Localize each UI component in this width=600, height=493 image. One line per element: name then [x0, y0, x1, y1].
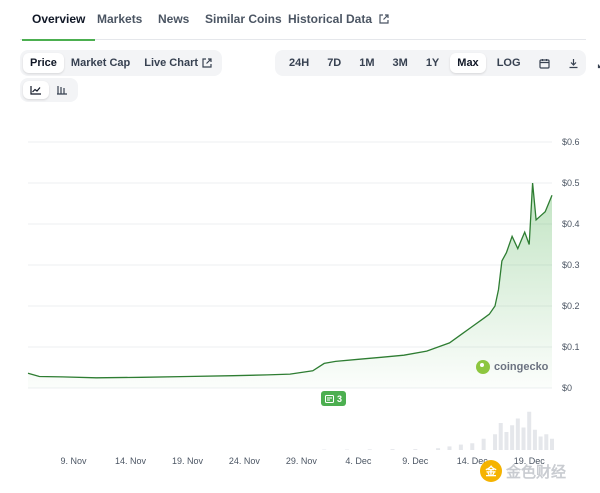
- volume-bar: [532, 429, 537, 450]
- calendar-icon: [538, 58, 550, 69]
- volume-bar: [458, 444, 463, 450]
- x-tick-label: 19. Dec: [514, 456, 546, 466]
- coingecko-logo-icon: [476, 360, 490, 374]
- gold-coin-icon: 金: [480, 460, 502, 482]
- external-link-icon: [379, 14, 389, 24]
- candlestick-icon: [57, 86, 67, 95]
- jinse-logo: 金 金色财经: [480, 460, 566, 482]
- range-7d-button[interactable]: 7D: [327, 57, 342, 69]
- volume-bar: [498, 423, 503, 450]
- live-chart-button[interactable]: Live Chart: [137, 53, 219, 73]
- range-3m-button[interactable]: 3M: [392, 57, 408, 69]
- x-tick-label: 9. Dec: [402, 456, 429, 466]
- x-tick-label: 29. Nov: [286, 456, 318, 466]
- volume-bar: [538, 436, 543, 450]
- price-button[interactable]: Price: [23, 53, 64, 73]
- range-1m-button[interactable]: 1M: [359, 57, 375, 69]
- range-toggle: 24H 7D 1M 3M 1Y Max LOG: [275, 50, 600, 76]
- x-tick-label: 19. Nov: [172, 456, 204, 466]
- tab-similar-coins[interactable]: Similar Coins: [205, 12, 282, 26]
- range-1y-button[interactable]: 1Y: [425, 57, 440, 69]
- download-icon: [569, 58, 578, 68]
- volume-bar: [390, 449, 395, 450]
- coin-nav-tabs: Overview Markets News Similar Coins Hist…: [20, 0, 586, 41]
- volume-bar: [493, 434, 498, 450]
- volume-bar: [527, 411, 532, 450]
- y-tick-label: $0.5: [562, 178, 580, 188]
- range-24h-button[interactable]: 24H: [289, 57, 310, 69]
- volume-bar: [447, 446, 452, 450]
- news-icon: [325, 394, 334, 403]
- volume-bar: [470, 443, 475, 450]
- y-tick-label: $0.2: [562, 301, 580, 311]
- log-scale-button[interactable]: LOG: [496, 57, 521, 69]
- market-cap-button[interactable]: Market Cap: [70, 57, 131, 69]
- y-tick-label: $0.1: [562, 342, 580, 352]
- volume-bar: [510, 425, 515, 450]
- coingecko-watermark: coingecko: [476, 360, 548, 374]
- metric-toggle: Price Market Cap Live Chart: [20, 50, 223, 76]
- line-chart-icon: [30, 86, 41, 95]
- volume-bar: [544, 434, 549, 450]
- download-button[interactable]: [561, 53, 586, 73]
- calendar-button[interactable]: [532, 53, 557, 73]
- price-area: [28, 183, 552, 388]
- volume-bar: [504, 432, 509, 450]
- volume-bar: [515, 418, 520, 450]
- x-tick-label: 14. Dec: [457, 456, 489, 466]
- x-tick-label: 4. Dec: [345, 456, 372, 466]
- volume-bar: [367, 449, 372, 450]
- external-link-icon: [202, 58, 212, 68]
- y-tick-label: $0: [562, 383, 572, 393]
- y-tick-label: $0.4: [562, 219, 580, 229]
- line-chart-button[interactable]: [23, 81, 49, 99]
- news-event-badge[interactable]: 3: [321, 391, 347, 406]
- price-line: [27, 182, 553, 379]
- candlestick-chart-button[interactable]: [49, 81, 75, 99]
- volume-bar: [481, 438, 486, 450]
- volume-bar: [550, 438, 554, 450]
- volume-bar: [521, 427, 526, 450]
- y-tick-label: $0.6: [562, 137, 580, 147]
- tab-markets[interactable]: Markets: [97, 12, 143, 26]
- tab-historical-data[interactable]: Historical Data: [288, 12, 389, 40]
- volume-bar: [436, 448, 441, 450]
- chart-type-toggle: [20, 78, 78, 102]
- volume-bar: [413, 449, 418, 450]
- range-max-button[interactable]: Max: [450, 53, 486, 73]
- x-tick-label: 14. Nov: [115, 456, 147, 466]
- tab-overview[interactable]: Overview: [21, 12, 96, 41]
- x-tick-label: 9. Nov: [61, 456, 88, 466]
- x-tick-label: 24. Nov: [229, 456, 261, 466]
- tab-news[interactable]: News: [158, 12, 190, 26]
- y-tick-label: $0.3: [562, 260, 580, 270]
